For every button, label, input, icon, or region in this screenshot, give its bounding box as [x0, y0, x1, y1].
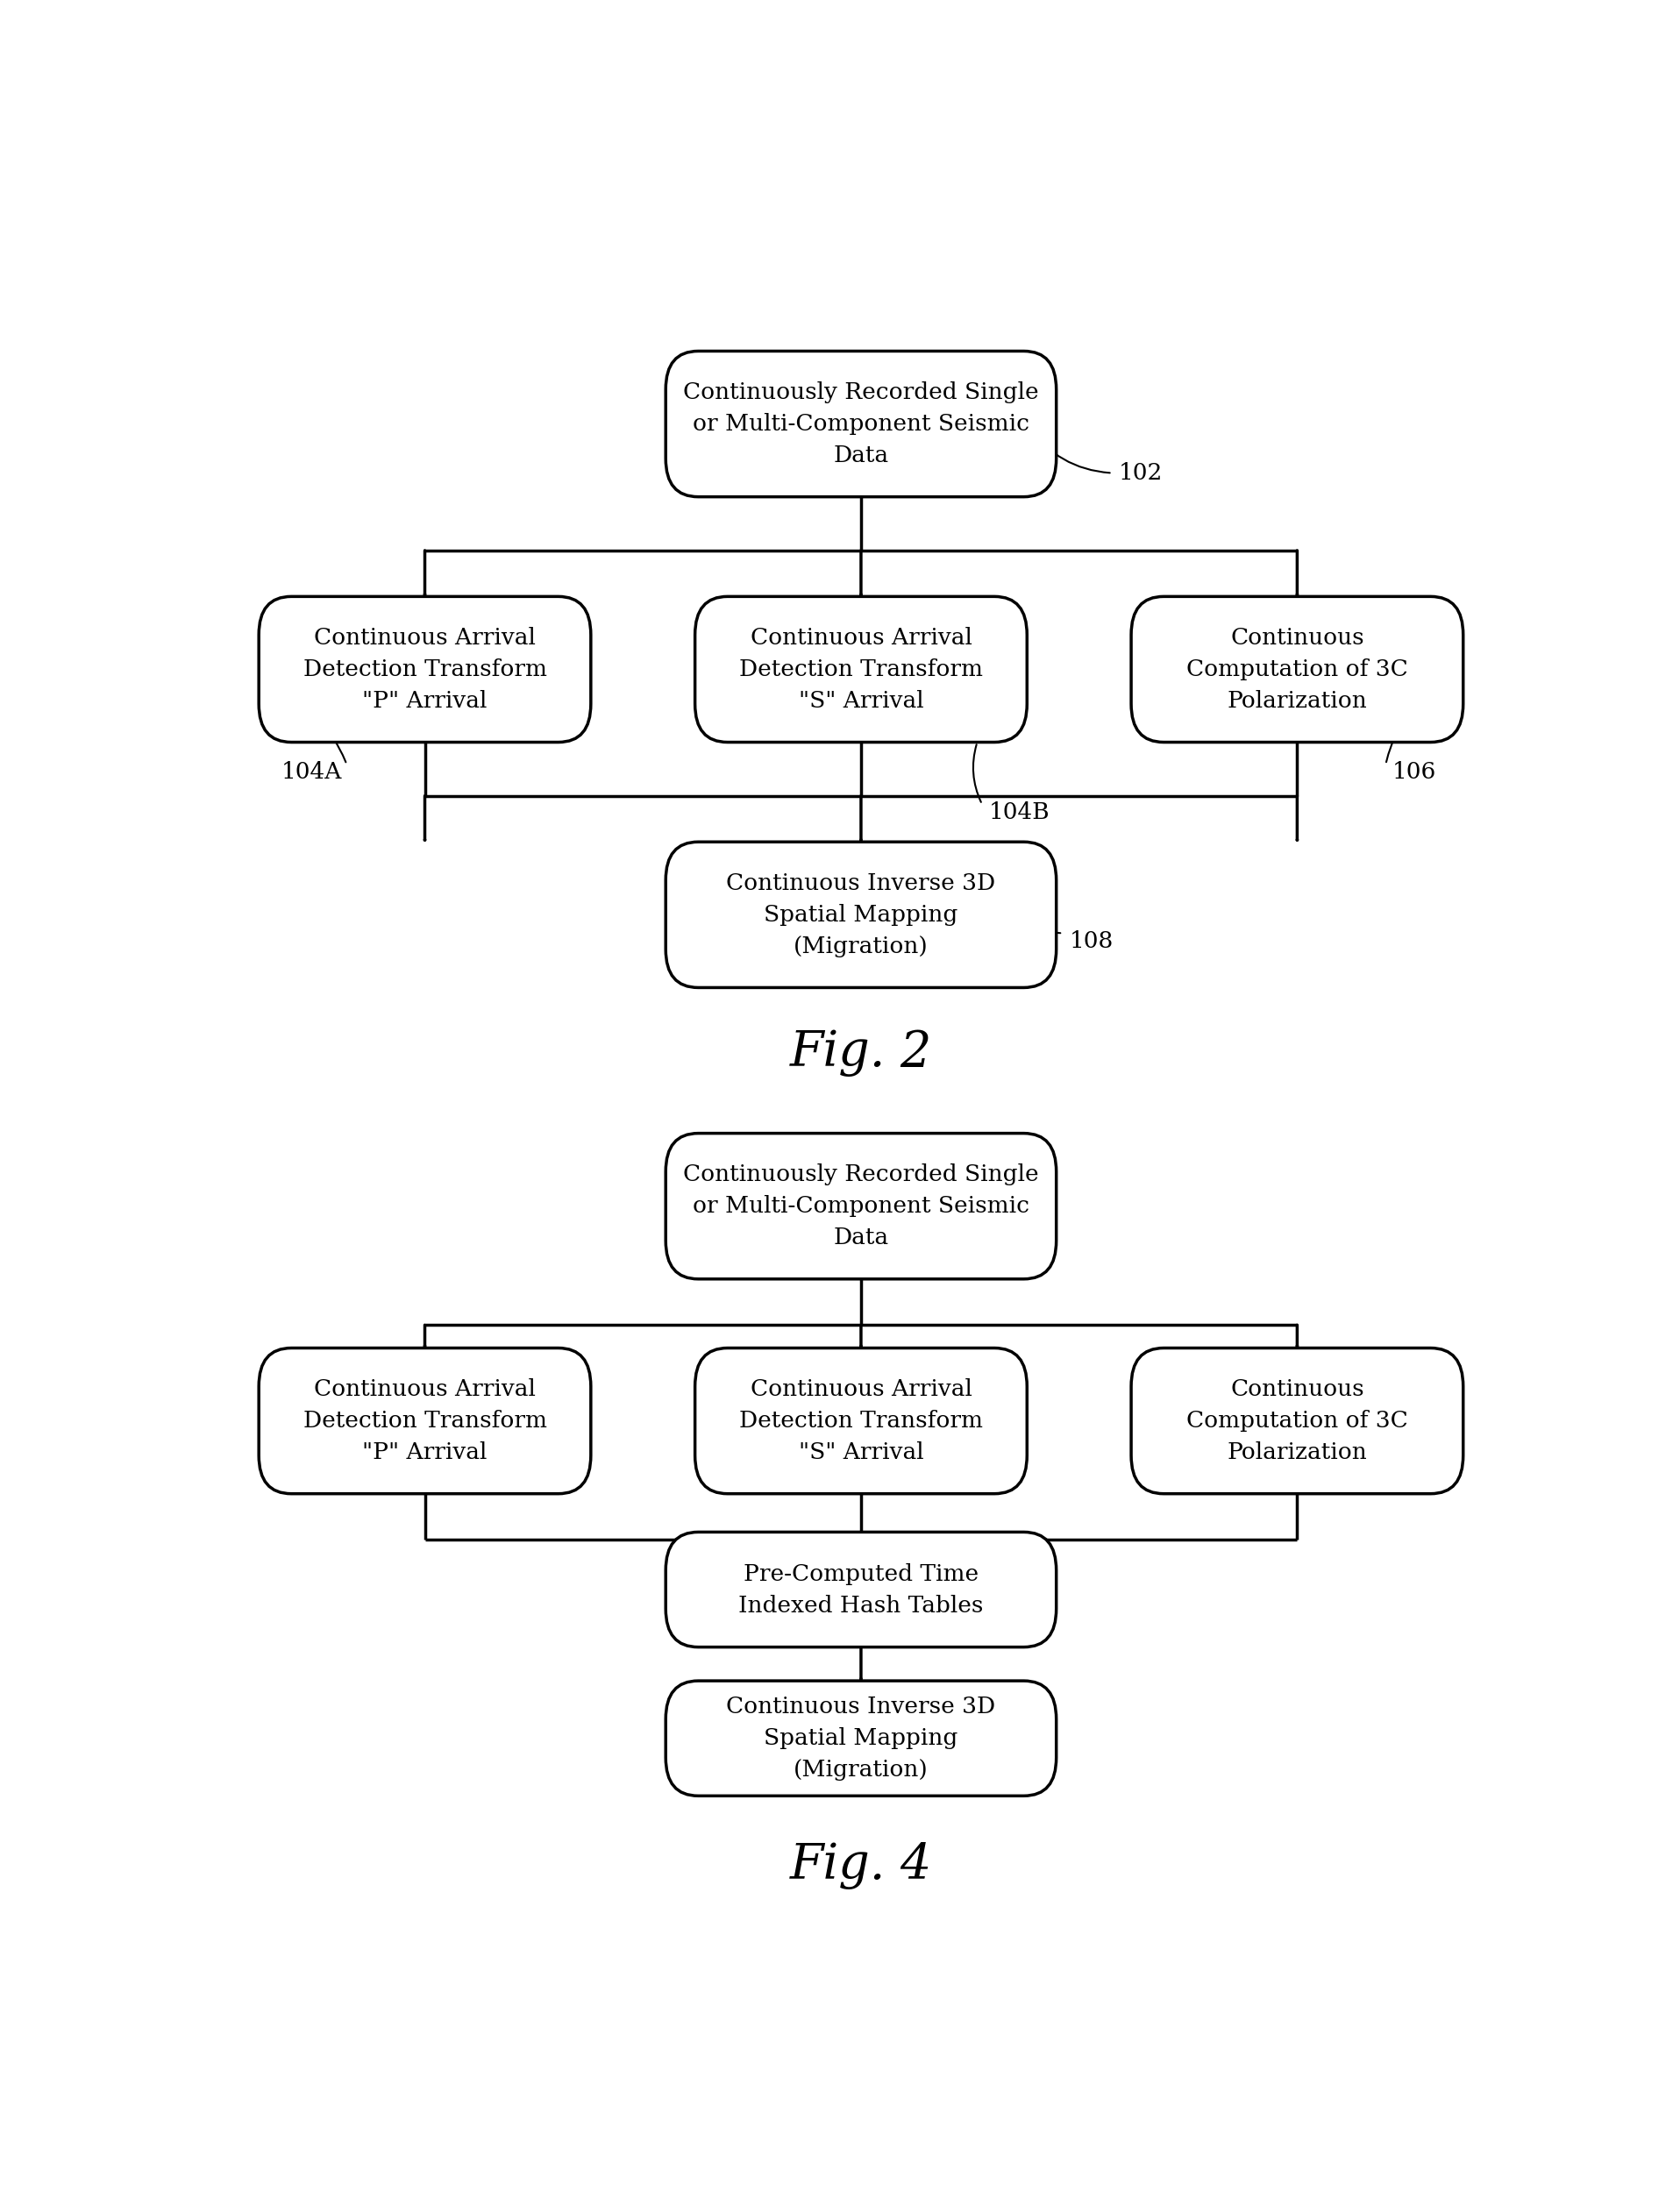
- Text: Fig. 4: Fig. 4: [790, 1843, 932, 1889]
- FancyBboxPatch shape: [1131, 596, 1463, 743]
- Text: Continuous
Computation of 3C
Polarization: Continuous Computation of 3C Polarizatio…: [1186, 1378, 1408, 1464]
- FancyBboxPatch shape: [665, 1133, 1057, 1280]
- Text: Continuous Inverse 3D
Spatial Mapping
(Migration): Continuous Inverse 3D Spatial Mapping (M…: [726, 872, 996, 957]
- Text: Continuous Arrival
Detection Transform
"S" Arrival: Continuous Arrival Detection Transform "…: [739, 1378, 983, 1464]
- FancyBboxPatch shape: [696, 596, 1026, 743]
- FancyBboxPatch shape: [259, 596, 591, 743]
- Text: Continuously Recorded Single
or Multi-Component Seismic
Data: Continuously Recorded Single or Multi-Co…: [684, 1163, 1038, 1249]
- FancyBboxPatch shape: [696, 1347, 1026, 1494]
- FancyBboxPatch shape: [665, 351, 1057, 497]
- FancyBboxPatch shape: [259, 1347, 591, 1494]
- FancyBboxPatch shape: [1131, 1347, 1463, 1494]
- Text: 102: 102: [1119, 462, 1163, 484]
- Text: 104B: 104B: [988, 802, 1050, 824]
- Text: Continuous Arrival
Detection Transform
"P" Arrival: Continuous Arrival Detection Transform "…: [302, 1378, 546, 1464]
- Text: 106: 106: [1393, 760, 1436, 782]
- Text: Continuously Recorded Single
or Multi-Component Seismic
Data: Continuously Recorded Single or Multi-Co…: [684, 381, 1038, 467]
- FancyBboxPatch shape: [665, 841, 1057, 988]
- Text: Continuous Arrival
Detection Transform
"S" Arrival: Continuous Arrival Detection Transform "…: [739, 627, 983, 712]
- Text: Continuous
Computation of 3C
Polarization: Continuous Computation of 3C Polarizatio…: [1186, 627, 1408, 712]
- Text: 104A: 104A: [282, 760, 343, 782]
- FancyBboxPatch shape: [665, 1532, 1057, 1648]
- Text: Fig. 2: Fig. 2: [790, 1030, 932, 1076]
- Text: 108: 108: [1068, 929, 1114, 951]
- Text: Continuous Arrival
Detection Transform
"P" Arrival: Continuous Arrival Detection Transform "…: [302, 627, 546, 712]
- FancyBboxPatch shape: [665, 1680, 1057, 1797]
- Text: Continuous Inverse 3D
Spatial Mapping
(Migration): Continuous Inverse 3D Spatial Mapping (M…: [726, 1696, 996, 1781]
- Text: Pre-Computed Time
Indexed Hash Tables: Pre-Computed Time Indexed Hash Tables: [739, 1562, 983, 1617]
